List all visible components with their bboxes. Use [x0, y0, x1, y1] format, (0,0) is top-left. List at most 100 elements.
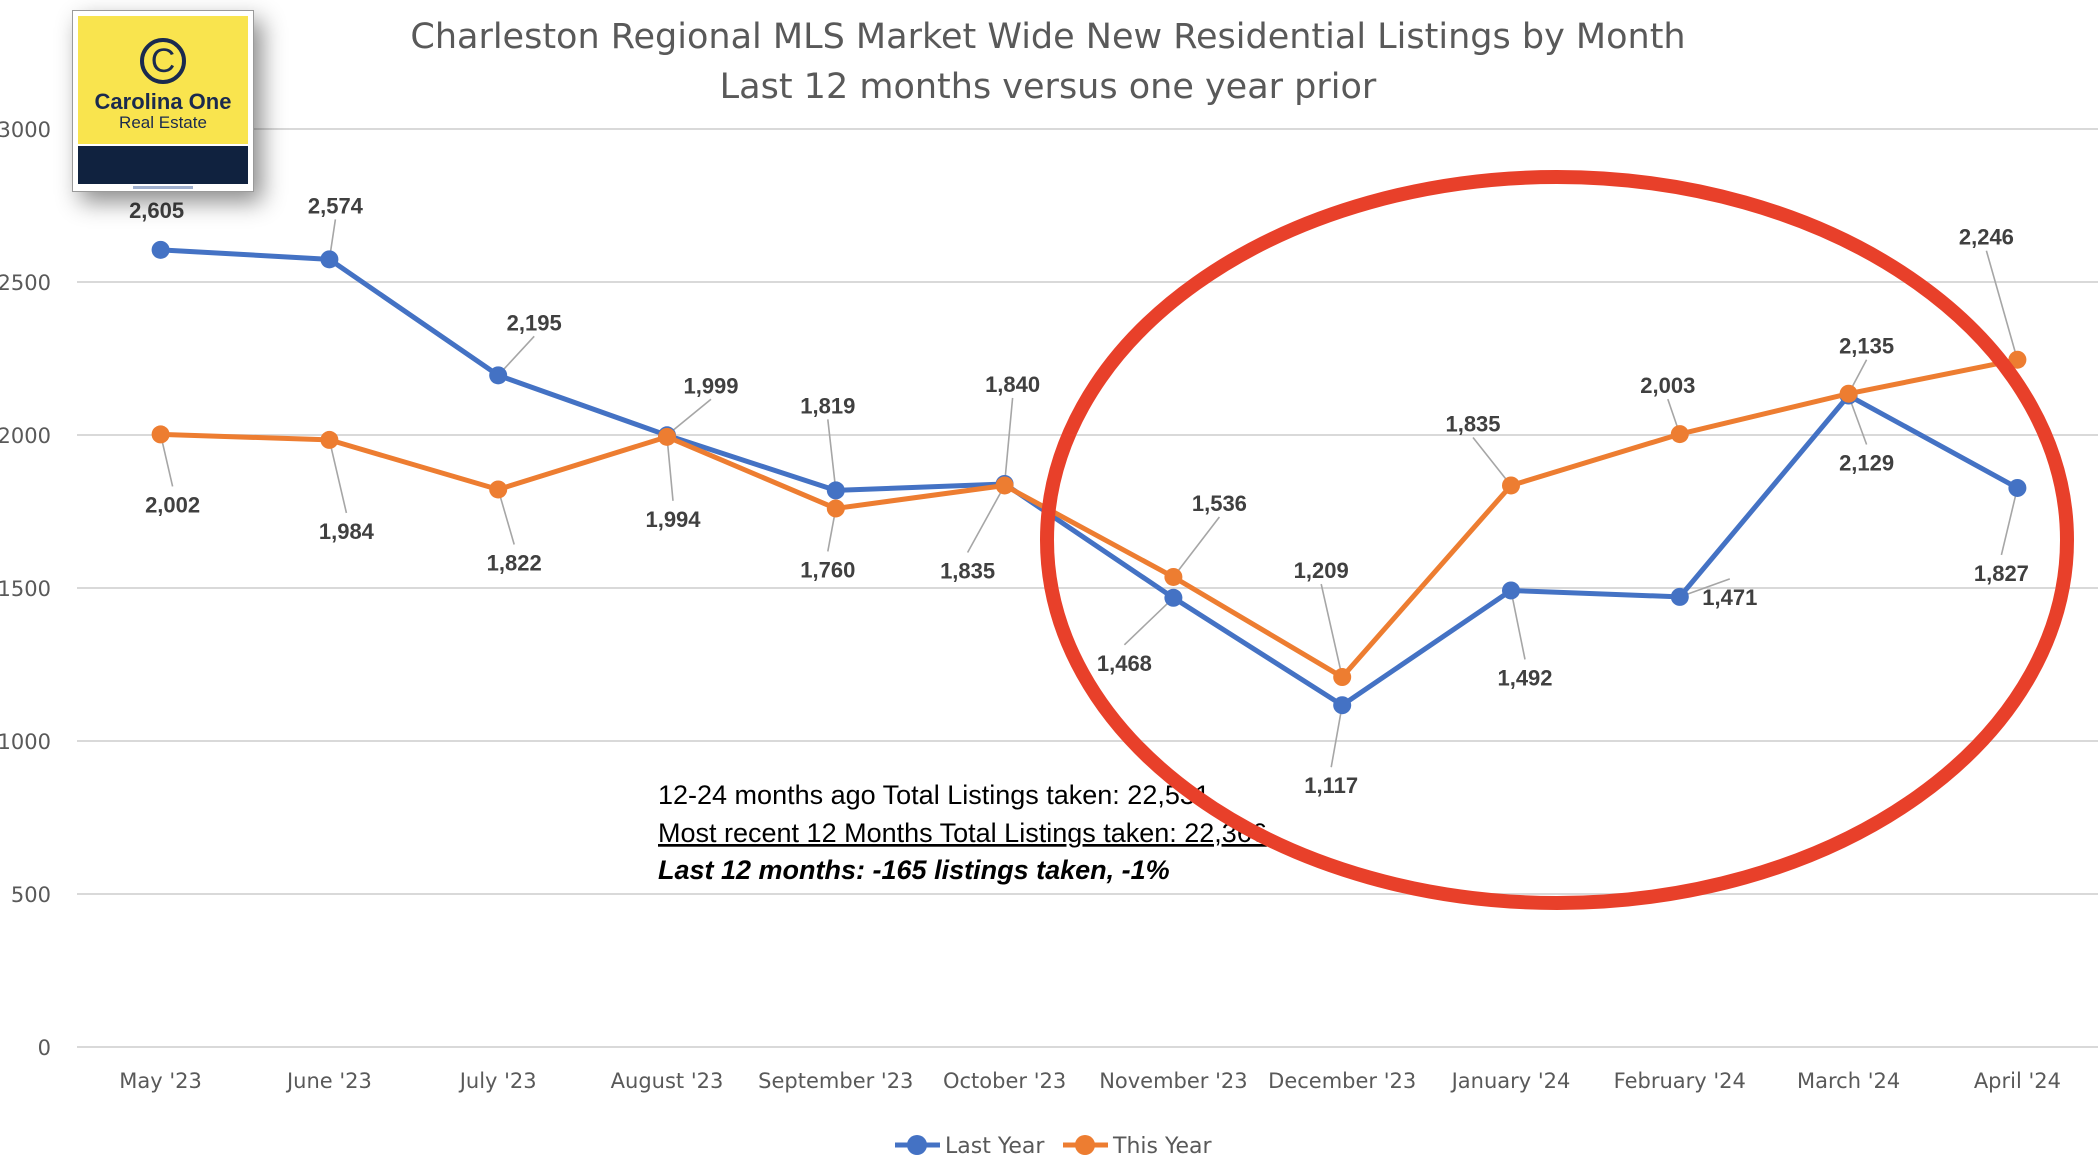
- label-leader-line: [497, 489, 515, 545]
- label-leader-line: [1985, 250, 2019, 360]
- series-line: [160, 247, 2019, 708]
- x-tick-label: May '23: [119, 1069, 202, 1093]
- legend-item-this-year[interactable]: This Year: [1063, 1134, 1212, 1159]
- data-label: 1,835: [940, 558, 995, 583]
- data-label: 2,129: [1839, 451, 1894, 476]
- data-label: 1,827: [1974, 561, 2029, 586]
- legend-marker-last-year: [907, 1135, 927, 1155]
- label-leader-lines: [159, 219, 2019, 768]
- label-leader-line: [966, 485, 1006, 553]
- data-label: 1,840: [985, 372, 1040, 397]
- data-point[interactable]: [1670, 587, 1689, 606]
- data-label: 1,999: [683, 373, 738, 398]
- label-leader-line: [1172, 516, 1221, 578]
- label-leader-line: [666, 398, 712, 436]
- y-tick-label: 2500: [0, 271, 51, 295]
- data-labels: 2,605 2,574 2,195 1,999 1,819 1,840 1,468 1,117…: [129, 193, 2029, 798]
- logo-company-name: Carolina One: [94, 89, 232, 114]
- chart-title: Charleston Regional MLS Market Wide New …: [410, 17, 1685, 57]
- data-point[interactable]: [2008, 478, 2027, 497]
- data-label: 1,822: [487, 550, 542, 575]
- label-leader-line: [827, 419, 837, 491]
- data-label: 1,471: [1702, 585, 1757, 610]
- annotation-line-2: Most recent 12 Months Total Listings tak…: [658, 818, 1267, 848]
- x-tick-label: October '23: [943, 1069, 1066, 1093]
- series-last-year: [151, 240, 2027, 715]
- legend-item-last-year[interactable]: Last Year: [895, 1134, 1045, 1159]
- data-point[interactable]: [826, 499, 845, 518]
- series-line: [160, 357, 2018, 680]
- y-axis-ticks: 0 500 1000 1500 2000 2500 3000: [0, 118, 51, 1060]
- data-point[interactable]: [1164, 588, 1183, 607]
- y-tick-label: 500: [11, 883, 51, 907]
- gridlines: [77, 128, 2098, 1048]
- label-leader-line: [1472, 436, 1512, 486]
- data-point[interactable]: [320, 250, 339, 269]
- data-label: 1,984: [319, 519, 375, 544]
- logo-yellow-panel: C Carolina One Real Estate: [78, 16, 248, 144]
- data-point[interactable]: [1839, 384, 1858, 403]
- x-axis-ticks: May '23 June '23 July '23 August '23 Septemb…: [119, 1069, 2061, 1093]
- x-tick-label: January '24: [1450, 1069, 1571, 1093]
- y-tick-label: 0: [38, 1036, 51, 1060]
- x-tick-label: September '23: [758, 1069, 913, 1093]
- logo-navy-band: [78, 146, 248, 184]
- data-label: 1,117: [1304, 773, 1358, 798]
- data-point[interactable]: [489, 366, 508, 385]
- x-tick-label: April '24: [1974, 1069, 2061, 1093]
- data-point[interactable]: [151, 425, 170, 444]
- label-leader-line: [2000, 487, 2019, 556]
- x-tick-label: August '23: [611, 1069, 724, 1093]
- label-leader-line: [328, 439, 348, 514]
- data-point[interactable]: [1502, 476, 1520, 495]
- data-point[interactable]: [1670, 425, 1689, 444]
- data-label: 1,760: [800, 557, 855, 582]
- x-tick-label: June '23: [285, 1069, 372, 1093]
- data-label: 1,994: [645, 507, 701, 532]
- annotation-line-3: Last 12 months: -165 listings taken, -1%: [658, 855, 1170, 885]
- series: [151, 240, 2027, 715]
- data-point[interactable]: [489, 480, 508, 499]
- annotation-line-1: 12-24 months ago Total Listings taken: 2…: [658, 780, 1210, 810]
- legend: Last Year This Year: [895, 1134, 1212, 1159]
- data-label: 2,246: [1959, 225, 2014, 250]
- data-point[interactable]: [995, 476, 1014, 495]
- y-tick-label: 2000: [0, 424, 51, 448]
- data-label: 1,209: [1294, 558, 1349, 583]
- totals-annotation: 12-24 months ago Total Listings taken: 2…: [658, 780, 1267, 885]
- label-leader-line: [1003, 397, 1014, 485]
- y-tick-label: 1000: [0, 730, 51, 754]
- data-label: 2,605: [129, 198, 184, 223]
- data-label: 2,574: [308, 193, 364, 218]
- data-point[interactable]: [1164, 567, 1183, 586]
- data-point[interactable]: [320, 430, 339, 449]
- highlight-ellipse: [1040, 170, 2074, 910]
- logo-company-subtitle: Real Estate: [119, 113, 207, 132]
- data-label: 2,003: [1640, 373, 1695, 398]
- x-tick-label: November '23: [1099, 1069, 1247, 1093]
- label-leader-line: [666, 436, 674, 501]
- x-tick-label: December '23: [1268, 1069, 1416, 1093]
- legend-label-last-year: Last Year: [945, 1134, 1045, 1159]
- y-tick-label: 1500: [0, 577, 51, 601]
- data-label: 1,536: [1192, 491, 1247, 516]
- data-label: 1,835: [1445, 411, 1500, 436]
- data-point[interactable]: [1333, 668, 1352, 687]
- data-label: 1,492: [1497, 665, 1552, 690]
- data-point[interactable]: [151, 240, 170, 259]
- carolina-one-logo: C Carolina One Real Estate: [72, 10, 254, 192]
- data-point[interactable]: [2008, 350, 2027, 369]
- data-point[interactable]: [1333, 696, 1352, 715]
- data-label: 1,819: [800, 393, 855, 418]
- data-label: 2,135: [1839, 334, 1894, 359]
- data-label: 2,195: [507, 310, 562, 335]
- data-point[interactable]: [658, 427, 676, 446]
- copyright-c-icon: C: [140, 38, 186, 84]
- x-tick-label: March '24: [1797, 1069, 1900, 1093]
- data-point[interactable]: [826, 481, 845, 500]
- data-point[interactable]: [1502, 581, 1520, 600]
- label-leader-line: [1123, 597, 1174, 646]
- logo-footer-mark: [133, 186, 193, 189]
- x-tick-label: February '24: [1614, 1069, 1746, 1093]
